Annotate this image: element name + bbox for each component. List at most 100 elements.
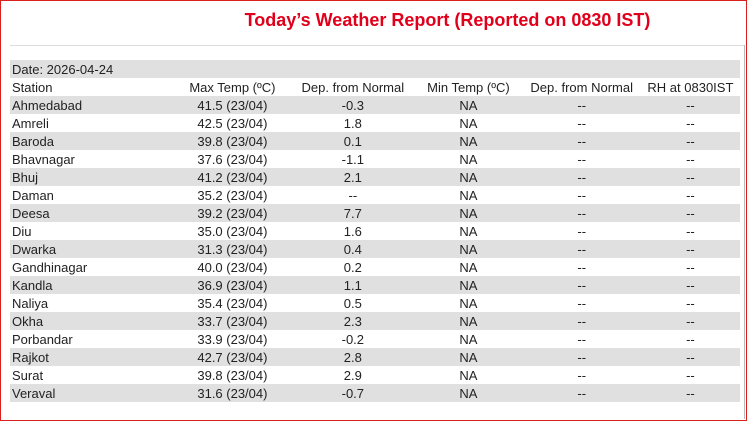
table-cell: NA (412, 384, 523, 402)
table-cell: 35.2 (23/04) (197, 187, 268, 203)
table-cell: NA (459, 259, 478, 275)
table-cell: 42.5 (23/04) (197, 115, 268, 131)
data-row: Baroda 39.8 (23/04) 0.1 NA -- -- (10, 132, 740, 150)
table-cell: 41.2 (23/04) (171, 168, 292, 186)
table-cell: -- (577, 259, 587, 275)
table-cell: Kandla (10, 276, 172, 294)
weather-table: Date: 2026-04-24 Station Max Temp (ºC) Dep… (10, 60, 740, 402)
table-cell: -- (686, 259, 695, 275)
table-cell: 39.8 (23/04) (197, 367, 268, 383)
table-cell: -- (522, 384, 639, 402)
table-cell: NA (412, 132, 523, 150)
table-cell: -0.2 (341, 331, 365, 347)
column-header: Dep. from Normal (530, 79, 633, 95)
table-cell: -- (522, 348, 639, 366)
table-cell: Porbandar (12, 331, 73, 347)
data-row: Rajkot 42.7 (23/04) 2.8 NA -- -- (10, 348, 740, 366)
table-cell: Dwarka (10, 240, 172, 258)
table-cell: -- (577, 115, 587, 131)
table-cell: -- (686, 223, 695, 239)
table-cell: Deesa (10, 204, 172, 222)
date-row: Date: 2026-04-24 (10, 60, 740, 78)
table-cell: -- (638, 240, 740, 258)
table-cell: 33.7 (23/04) (171, 312, 292, 330)
table-cell: -0.3 (291, 96, 413, 114)
table-cell: 2.1 (291, 168, 413, 186)
table-cell: NA (412, 96, 523, 114)
table-cell: -- (638, 312, 740, 330)
table-cell: Baroda (10, 132, 172, 150)
divider (744, 45, 745, 419)
table-cell: Veraval (10, 384, 172, 402)
data-row: Ahmedabad 41.5 (23/04) -0.3 NA -- -- (10, 96, 740, 114)
table-cell: -- (577, 223, 587, 239)
column-header: Max Temp (ºC) (189, 79, 276, 95)
table-cell: -- (522, 204, 639, 222)
table-cell: NA (459, 187, 478, 203)
table-cell: 0.5 (343, 295, 362, 311)
table-cell: -- (522, 276, 639, 294)
data-row: Amreli 42.5 (23/04) 1.8 NA -- -- (10, 114, 740, 132)
table-cell: -- (638, 276, 740, 294)
table-cell: -- (686, 151, 695, 167)
table-cell: Amreli (12, 115, 49, 131)
table-cell: NA (412, 276, 523, 294)
table-cell: 35.0 (23/04) (197, 223, 268, 239)
table-cell: Rajkot (10, 348, 172, 366)
table-cell: -- (686, 115, 695, 131)
table-cell: -- (577, 331, 587, 347)
table-cell: 1.1 (291, 276, 413, 294)
table-cell: Gandhinagar (12, 259, 88, 275)
table-cell: NA (459, 295, 478, 311)
table-cell: -- (522, 240, 639, 258)
table-cell: 7.7 (291, 204, 413, 222)
data-row: Naliya 35.4 (23/04) 0.5 NA -- -- (10, 294, 740, 312)
table-cell: 2.8 (291, 348, 413, 366)
data-row: Dwarka 31.3 (23/04) 0.4 NA -- -- (10, 240, 740, 258)
data-row: Surat 39.8 (23/04) 2.9 NA -- -- (10, 366, 740, 384)
table-cell: -1.1 (341, 151, 365, 167)
table-cell: 33.9 (23/04) (197, 331, 268, 347)
table-cell: -- (638, 348, 740, 366)
table-cell: Bhuj (10, 168, 172, 186)
column-header: Dep. from Normal (301, 79, 405, 95)
table-cell: -- (638, 384, 740, 402)
table-cell: 31.6 (23/04) (171, 384, 292, 402)
table-cell: -- (686, 331, 695, 347)
table-cell: 0.1 (291, 132, 413, 150)
data-row: Bhavnagar 37.6 (23/04) -1.1 NA -- -- (10, 150, 740, 168)
data-row: Daman 35.2 (23/04) -- NA -- -- (10, 186, 740, 204)
table-cell: NA (459, 223, 478, 239)
table-cell: Bhavnagar (12, 151, 75, 167)
table-cell: -- (577, 367, 587, 383)
table-cell: -- (522, 168, 639, 186)
table-cell: 39.2 (23/04) (171, 204, 292, 222)
data-row: Porbandar 33.9 (23/04) -0.2 NA -- -- (10, 330, 740, 348)
table-cell: NA (459, 331, 478, 347)
report-title: Today’s Weather Report (Reported on 0830… (244, 10, 651, 30)
table-cell: NA (412, 204, 523, 222)
table-cell: -- (348, 187, 358, 203)
table-cell: NA (459, 115, 478, 131)
table-cell: Ahmedabad (10, 96, 172, 114)
table-cell: 40.0 (23/04) (197, 259, 268, 275)
table-cell: -- (638, 96, 740, 114)
table-cell: 42.7 (23/04) (171, 348, 292, 366)
table-cell: Naliya (12, 295, 49, 311)
report-date: Date: 2026-04-24 (10, 60, 740, 78)
divider (10, 45, 745, 46)
table-cell: Diu (12, 223, 32, 239)
table-cell: -0.7 (291, 384, 413, 402)
table-cell: -- (522, 132, 639, 150)
data-row: Kandla 36.9 (23/04) 1.1 NA -- -- (10, 276, 740, 294)
table-cell: 2.3 (291, 312, 413, 330)
table-cell: 1.8 (343, 115, 362, 131)
table-cell: Okha (10, 312, 172, 330)
table-cell: -- (686, 367, 695, 383)
table-cell: 0.2 (343, 259, 362, 275)
column-header: RH at 0830IST (647, 79, 734, 95)
table-cell: NA (459, 367, 478, 383)
table-cell: 31.3 (23/04) (171, 240, 292, 258)
table-cell: 1.6 (343, 223, 362, 239)
table-cell: -- (638, 132, 740, 150)
